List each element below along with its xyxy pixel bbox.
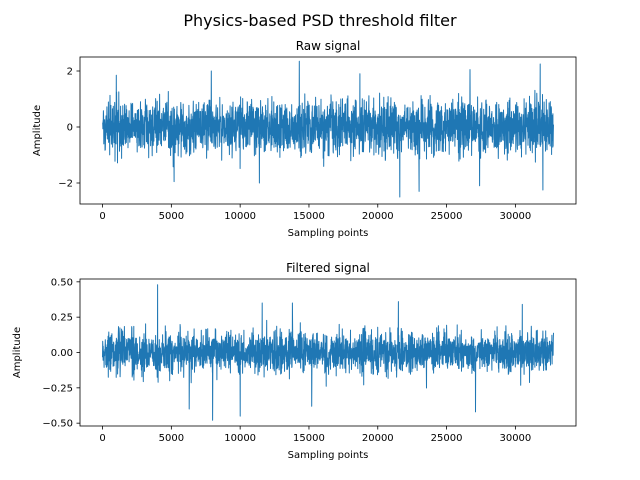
filtered-y-axis-label: Amplitude	[12, 327, 23, 378]
filtered-x-tick-label: 20000	[362, 433, 394, 444]
filtered-x-tick-label: 0	[99, 433, 105, 444]
raw-plot-frame	[79, 56, 577, 205]
raw-x-tick-label: 20000	[362, 211, 394, 222]
figure-title: Physics-based PSD threshold filter	[183, 11, 457, 30]
filtered-x-tick-label: 10000	[224, 433, 256, 444]
filtered-x-tick-label: 15000	[293, 433, 325, 444]
raw-y-tick-label: −2	[58, 179, 73, 190]
filtered-axes-title: Filtered signal	[286, 261, 370, 275]
filtered-x-tick-label: 30000	[499, 433, 531, 444]
raw-signal-axes: 0 5000 10000 15000 20000 25000 30000 −2 0 2 Raw si…	[32, 39, 577, 239]
raw-y-tick-label: 2	[67, 67, 73, 78]
raw-x-tick-label: 0	[99, 211, 105, 222]
filtered-x-tick-label: 5000	[159, 433, 184, 444]
raw-x-tick-label: 5000	[159, 211, 184, 222]
filtered-y-tick-label: 0.00	[51, 348, 73, 359]
raw-x-axis-label: Sampling points	[288, 228, 369, 239]
filtered-y-tick-label: −0.25	[42, 383, 73, 394]
filtered-signal-series	[102, 284, 554, 421]
filtered-x-tick-label: 25000	[431, 433, 463, 444]
raw-x-tick-label: 15000	[293, 211, 325, 222]
filtered-y-tick-label: 0.25	[51, 313, 73, 324]
filtered-signal-axes: 0 5000 10000 15000 20000 25000 30000 −0.50 −0.25…	[12, 261, 577, 461]
filtered-y-tick-label: 0.50	[51, 277, 73, 288]
raw-axes-title: Raw signal	[296, 39, 361, 53]
raw-y-axis-label: Amplitude	[32, 105, 43, 156]
raw-x-tick-label: 25000	[431, 211, 463, 222]
raw-signal-series	[102, 60, 554, 198]
filtered-y-tick-label: −0.50	[42, 419, 73, 430]
filtered-x-axis-label: Sampling points	[288, 450, 369, 461]
raw-y-tick-label: 0	[67, 123, 73, 134]
raw-x-tick-label: 10000	[224, 211, 256, 222]
raw-x-tick-label: 30000	[499, 211, 531, 222]
